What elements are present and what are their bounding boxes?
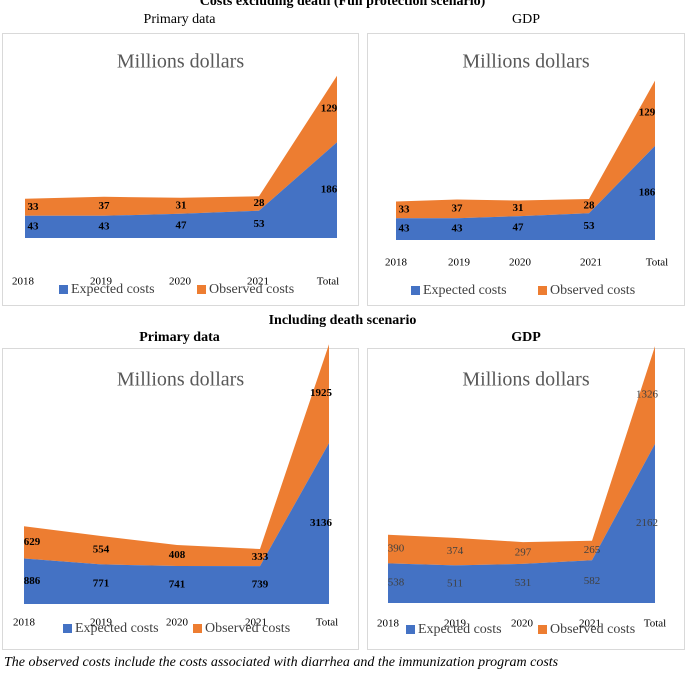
expected-value-label: 186 bbox=[321, 184, 338, 196]
x-tick-label: 2021 bbox=[580, 257, 602, 269]
observed-value-label: 1326 bbox=[636, 389, 659, 401]
x-tick-label: 2019 bbox=[90, 617, 113, 629]
legend-observed-label: Observed costs bbox=[550, 283, 635, 298]
chart-gdp-including-death: Millions dollars 538 390 2018 511 374 2019 531 2… bbox=[367, 346, 685, 650]
legend-expected-label: Expected costs bbox=[423, 283, 507, 298]
x-tick-label: 2018 bbox=[377, 618, 400, 630]
expected-value-label: 771 bbox=[93, 578, 110, 590]
expected-value-label: 43 bbox=[452, 223, 464, 235]
x-tick-label: 2020 bbox=[509, 257, 532, 269]
chart-title: Millions dollars bbox=[462, 51, 589, 73]
expected-value-label: 582 bbox=[584, 575, 601, 587]
chart-title: Millions dollars bbox=[117, 51, 244, 73]
legend-observed-label: Observed costs bbox=[550, 622, 635, 637]
observed-costs-area bbox=[25, 75, 337, 216]
observed-value-label: 554 bbox=[93, 544, 110, 556]
observed-value-label: 129 bbox=[321, 103, 338, 115]
x-tick-label: 2020 bbox=[169, 276, 192, 288]
x-tick-label: 2018 bbox=[385, 257, 408, 269]
x-tick-label: 2018 bbox=[12, 276, 35, 288]
bottom-section-title: Including death scenario bbox=[268, 313, 417, 328]
legend-observed-swatch bbox=[197, 285, 206, 294]
observed-value-label: 297 bbox=[515, 547, 532, 559]
observed-value-label: 629 bbox=[24, 536, 41, 548]
x-tick-label: 2020 bbox=[511, 618, 534, 630]
observed-value-label: 390 bbox=[388, 543, 405, 555]
observed-value-label: 408 bbox=[169, 549, 186, 561]
x-tick-label: 2021 bbox=[247, 276, 269, 288]
observed-costs-area bbox=[24, 344, 329, 567]
legend-observed-swatch bbox=[538, 286, 547, 295]
chart-title: Millions dollars bbox=[117, 369, 244, 391]
legend-observed-swatch bbox=[193, 624, 202, 633]
expected-value-label: 47 bbox=[176, 219, 188, 231]
observed-value-label: 28 bbox=[254, 197, 266, 209]
x-tick-label: 2019 bbox=[90, 276, 113, 288]
observed-costs-area bbox=[388, 346, 655, 566]
expected-value-label: 53 bbox=[584, 220, 596, 232]
observed-value-label: 28 bbox=[584, 200, 596, 212]
x-tick-label: Total bbox=[317, 276, 339, 288]
legend-observed-swatch bbox=[538, 625, 547, 634]
x-tick-label: 2020 bbox=[166, 617, 189, 629]
chart-primary-including-death: Millions dollars 886 629 2018 771 554 2019 741 4… bbox=[2, 344, 359, 650]
chart-gdp-excluding-death: Millions dollars 43 33 2018 43 37 2019 47 31 2020… bbox=[367, 33, 685, 306]
x-tick-label: Total bbox=[646, 257, 668, 269]
legend-expected-swatch bbox=[406, 625, 415, 634]
expected-value-label: 511 bbox=[447, 578, 463, 590]
observed-value-label: 31 bbox=[176, 199, 187, 211]
expected-value-label: 741 bbox=[169, 579, 186, 591]
expected-value-label: 186 bbox=[639, 186, 656, 198]
expected-value-label: 43 bbox=[28, 220, 40, 232]
legend-expected-label: Expected costs bbox=[75, 621, 159, 636]
x-tick-label: 2021 bbox=[579, 618, 601, 630]
observed-value-label: 37 bbox=[452, 202, 464, 214]
expected-value-label: 531 bbox=[515, 577, 532, 589]
expected-value-label: 3136 bbox=[310, 517, 333, 529]
x-tick-label: Total bbox=[316, 617, 338, 629]
chart-title: Millions dollars bbox=[462, 369, 589, 391]
observed-value-label: 33 bbox=[399, 203, 411, 215]
x-tick-label: 2019 bbox=[444, 618, 467, 630]
x-tick-label: 2019 bbox=[448, 257, 471, 269]
expected-value-label: 2162 bbox=[636, 517, 658, 529]
observed-value-label: 1925 bbox=[310, 387, 333, 399]
legend-expected-swatch bbox=[63, 624, 72, 633]
panel-label-gdp-incl: GDP bbox=[511, 330, 541, 345]
expected-value-label: 886 bbox=[24, 575, 41, 587]
legend-observed-label: Observed costs bbox=[209, 282, 294, 297]
legend-expected-swatch bbox=[411, 286, 420, 295]
observed-costs-area bbox=[396, 80, 655, 219]
expected-costs-area bbox=[396, 145, 655, 240]
expected-value-label: 43 bbox=[99, 220, 111, 232]
expected-value-label: 47 bbox=[513, 222, 525, 234]
panel-label-primary-excl: Primary data bbox=[143, 12, 216, 27]
top-section-title: Costs excluding death (Full protection s… bbox=[199, 0, 486, 9]
observed-value-label: 265 bbox=[584, 544, 601, 556]
expected-costs-area bbox=[24, 443, 329, 604]
observed-value-label: 333 bbox=[252, 551, 269, 563]
expected-costs-area bbox=[388, 443, 655, 603]
expected-costs-area bbox=[25, 142, 337, 238]
footnote: The observed costs include the costs ass… bbox=[4, 655, 559, 670]
expected-value-label: 43 bbox=[399, 223, 411, 235]
observed-value-label: 31 bbox=[513, 202, 524, 214]
expected-value-label: 739 bbox=[252, 579, 269, 591]
x-tick-label: 2018 bbox=[13, 617, 36, 629]
expected-value-label: 53 bbox=[254, 218, 266, 230]
observed-value-label: 129 bbox=[639, 107, 656, 119]
x-tick-label: Total bbox=[644, 618, 666, 630]
legend-observed-label: Observed costs bbox=[205, 621, 290, 636]
x-tick-label: 2021 bbox=[245, 617, 267, 629]
expected-value-label: 538 bbox=[388, 577, 405, 589]
chart-primary-excluding-death: Millions dollars 43 33 2018 43 37 2019 47 31 2020… bbox=[2, 33, 359, 306]
legend-expected-swatch bbox=[59, 285, 68, 294]
panel-label-gdp-excl: GDP bbox=[511, 12, 540, 27]
observed-value-label: 33 bbox=[28, 201, 40, 213]
panel-label-primary-incl: Primary data bbox=[139, 330, 220, 345]
legend-expected-label: Expected costs bbox=[71, 282, 155, 297]
legend-expected-label: Expected costs bbox=[418, 622, 502, 637]
observed-value-label: 374 bbox=[447, 545, 464, 557]
observed-value-label: 37 bbox=[99, 200, 111, 212]
